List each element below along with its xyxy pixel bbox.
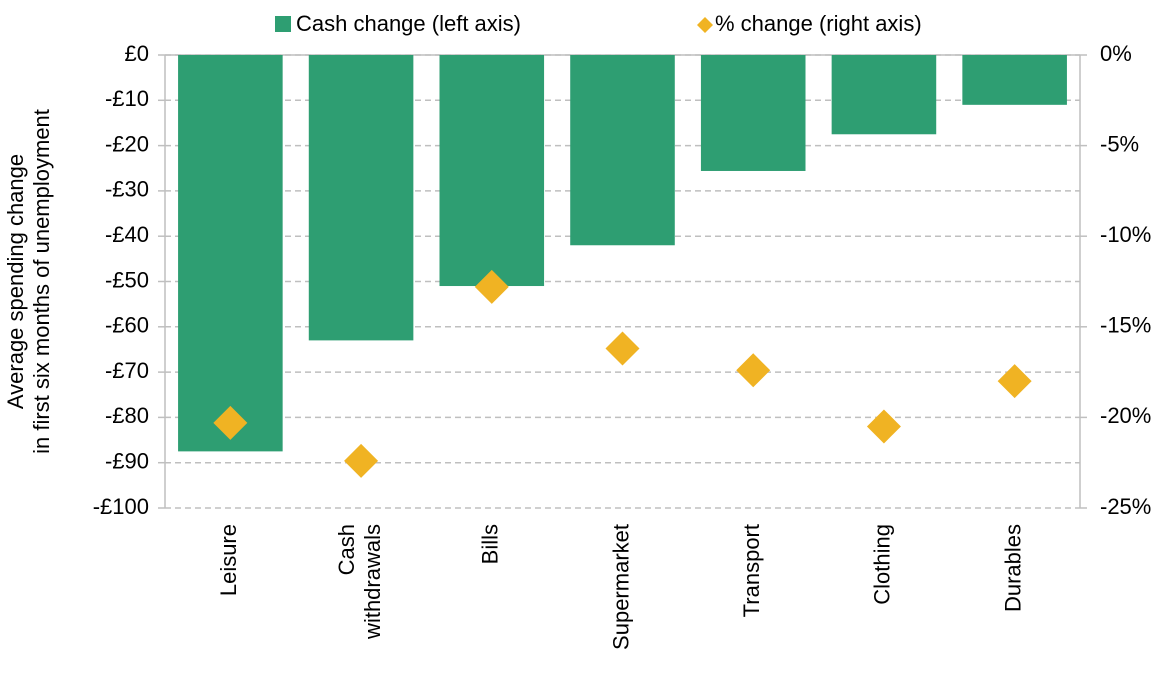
y2-tick-label: -20% bbox=[1100, 403, 1151, 428]
y2-tick-label: -25% bbox=[1100, 494, 1151, 519]
y-tick-label: -£90 bbox=[105, 449, 149, 474]
y-axis-title-line: Average spending change bbox=[3, 154, 28, 409]
y-tick-label: £0 bbox=[125, 41, 149, 66]
y-tick-label: -£30 bbox=[105, 177, 149, 202]
legend-swatch bbox=[697, 17, 713, 33]
y2-tick-label: -5% bbox=[1100, 131, 1139, 156]
legend-swatch bbox=[275, 16, 291, 32]
diamond-marker bbox=[736, 353, 771, 388]
y2-tick-label: -10% bbox=[1100, 222, 1151, 247]
x-tick-label: Cashwithdrawals bbox=[334, 524, 385, 640]
y-tick-label: -£70 bbox=[105, 358, 149, 383]
x-tick-label: Supermarket bbox=[608, 524, 633, 650]
y2-tick-label: -15% bbox=[1100, 313, 1151, 338]
y-axis-title-line: in first six months of unemployment bbox=[29, 109, 54, 454]
diamond-marker bbox=[605, 331, 640, 366]
y2-tick-label: 0% bbox=[1100, 41, 1132, 66]
y-tick-label: -£100 bbox=[93, 494, 149, 519]
x-tick-label: Clothing bbox=[870, 524, 895, 605]
diamond-marker bbox=[866, 409, 901, 444]
y-tick-label: -£80 bbox=[105, 403, 149, 428]
bar bbox=[439, 55, 545, 287]
x-tick-label: Durables bbox=[1000, 524, 1025, 612]
diamond-marker bbox=[213, 405, 248, 440]
legend-label: Cash change (left axis) bbox=[296, 11, 521, 36]
x-tick-label: Leisure bbox=[216, 524, 241, 596]
bar bbox=[178, 55, 283, 452]
diamond-marker bbox=[344, 443, 379, 478]
bar bbox=[570, 55, 675, 246]
y-tick-label: -£40 bbox=[105, 222, 149, 247]
bar bbox=[308, 55, 414, 341]
bar bbox=[962, 55, 1067, 105]
x-tick-label: Transport bbox=[739, 524, 764, 617]
y-tick-label: -£20 bbox=[105, 131, 149, 156]
diamond-marker bbox=[474, 269, 509, 304]
y-tick-label: -£50 bbox=[105, 267, 149, 292]
y-axis-title: Average spending changein first six mont… bbox=[3, 109, 54, 454]
bar bbox=[700, 55, 806, 171]
y-tick-label: -£60 bbox=[105, 313, 149, 338]
y-tick-label: -£10 bbox=[105, 86, 149, 111]
bar bbox=[831, 55, 937, 135]
legend-label: % change (right axis) bbox=[715, 11, 922, 36]
x-tick-label: Bills bbox=[478, 524, 503, 564]
diamond-marker bbox=[997, 364, 1032, 399]
